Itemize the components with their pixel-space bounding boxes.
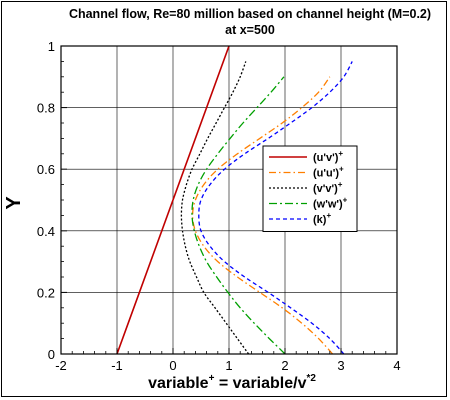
series-layer — [116, 46, 353, 354]
x-tick-label: 2 — [281, 358, 288, 373]
y-tick-label: 0.2 — [37, 285, 55, 300]
legend-label-5: (k)+ — [313, 211, 331, 226]
x-tick-label: 1 — [225, 358, 232, 373]
y-tick-label: 0.8 — [37, 101, 55, 116]
y-tick-label: 0 — [48, 347, 55, 362]
series-line-2 — [191, 76, 334, 354]
legend-box — [262, 145, 358, 232]
legend: (u'v')+(u'u')+(v'v')+(w'w')+(k)+ — [262, 145, 358, 232]
series-line-4 — [191, 76, 286, 354]
legend-label-3: (v'v')+ — [313, 180, 343, 195]
y-axis-title: Y — [3, 196, 25, 210]
axis-ticks: -2 -1 0 1 2 3 4 0 0.2 0.4 0.6 0.8 1 — [37, 39, 401, 373]
x-axis-title-sup1: + — [209, 373, 215, 384]
chart-title: Channel flow, Re=80 million based on cha… — [69, 7, 431, 21]
x-tick-label: 0 — [169, 358, 176, 373]
series-line-1 — [116, 46, 230, 354]
legend-label-2: (u'u')+ — [313, 165, 344, 180]
series-line-3 — [180, 61, 250, 354]
x-axis-title-middle: = variable/v — [214, 375, 306, 392]
y-tick-label: 1 — [48, 39, 55, 54]
series-line-5 — [198, 61, 353, 354]
x-tick-label: 3 — [337, 358, 344, 373]
chart-subtitle: at x=500 — [225, 23, 275, 37]
x-tick-label: 4 — [393, 358, 400, 373]
x-axis-title: variable+ = variable/v*2 — [148, 373, 316, 392]
y-tick-label: 0.6 — [37, 162, 55, 177]
x-axis-title-base: variable — [148, 375, 209, 392]
x-axis-title-sup2: *2 — [306, 373, 316, 384]
legend-label-1: (u'v')+ — [313, 149, 343, 164]
x-tick-label: -2 — [55, 358, 67, 373]
x-tick-label: -1 — [111, 358, 123, 373]
legend-label-4: (w'w')+ — [313, 196, 348, 211]
grid-lines — [61, 46, 397, 354]
y-tick-label: 0.4 — [37, 224, 55, 239]
